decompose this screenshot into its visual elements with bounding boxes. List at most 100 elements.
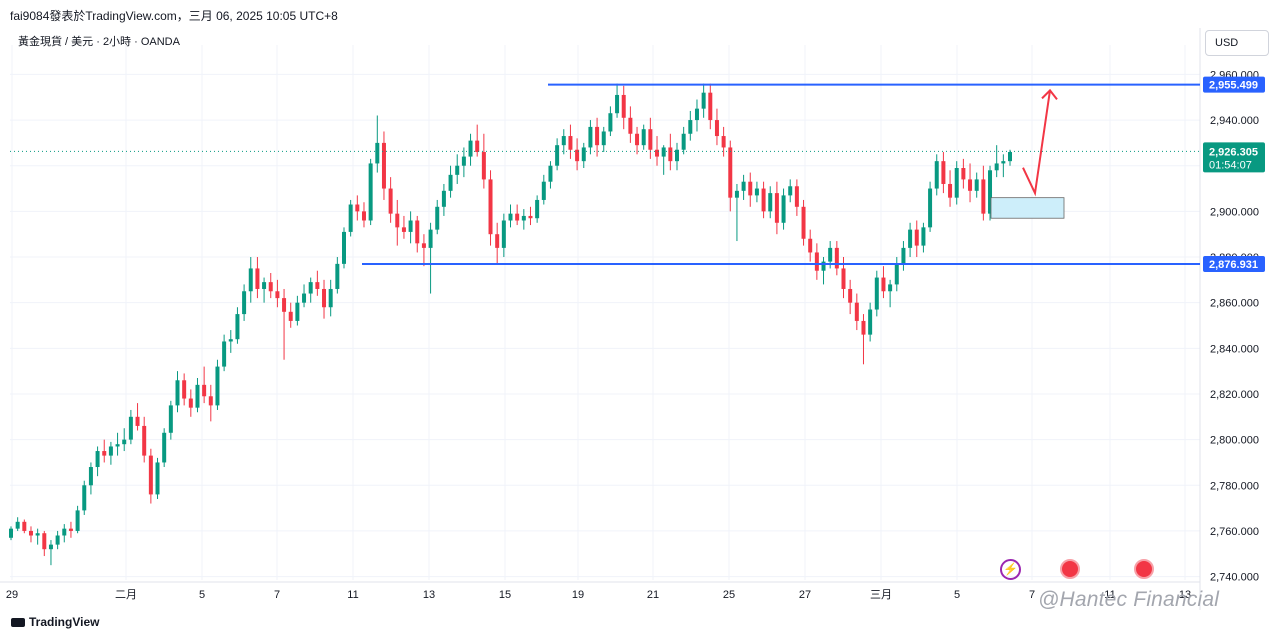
candle-body (248, 268, 253, 292)
candle-body (894, 263, 899, 285)
candle-body (628, 117, 633, 134)
candle-body (588, 126, 593, 148)
candle-body (801, 206, 806, 239)
y-tick-label: 2,820.000 (1210, 389, 1259, 401)
x-tick-label: 19 (572, 589, 584, 601)
candle-body (575, 149, 580, 162)
candle-body (481, 152, 486, 180)
candle-body (661, 147, 666, 157)
candle-body (142, 425, 147, 456)
current-price-tag (1203, 142, 1265, 173)
candle-body (75, 510, 80, 531)
candle-body (28, 530, 33, 536)
candle-body (282, 298, 287, 312)
x-tick-label: 5 (199, 589, 205, 601)
candle-body (821, 261, 826, 271)
candle-body (535, 199, 540, 219)
candle-body (675, 149, 679, 162)
candle-body (361, 211, 366, 221)
tradingview-logo[interactable]: TradingView (11, 615, 99, 629)
candle-body (921, 227, 926, 246)
level-price-label: 2,955.499 (1209, 80, 1258, 92)
candle-body (182, 380, 187, 399)
x-tick-label: 27 (799, 589, 811, 601)
candle-body (741, 181, 746, 191)
candle-body (328, 288, 333, 308)
x-tick-label: 21 (647, 589, 659, 601)
candle-body (608, 113, 613, 132)
candle-body (701, 92, 706, 109)
candle-body (308, 282, 313, 294)
candle-body (395, 213, 400, 228)
candle-body (874, 277, 879, 310)
candle-body (348, 204, 353, 232)
candle-body (561, 136, 566, 146)
x-tick-label: 11 (1104, 589, 1115, 601)
candle-body (541, 181, 546, 200)
candle-body (428, 229, 433, 248)
candle-body (435, 206, 440, 230)
candle-body (881, 277, 886, 292)
candle-body (128, 416, 133, 440)
y-tick-label: 2,800.000 (1210, 435, 1259, 447)
candle-body (888, 284, 893, 292)
candle-body (941, 161, 946, 184)
candle-body (721, 136, 726, 148)
us-flag-icon[interactable] (1060, 559, 1080, 579)
x-tick-label: 29 (6, 589, 18, 601)
x-tick-label: 三月 (870, 589, 892, 601)
candle-body (55, 535, 60, 545)
candle-body (228, 339, 233, 342)
candle-body (668, 147, 673, 162)
candle-body (948, 183, 953, 198)
candle-body (441, 190, 446, 207)
candle-body (322, 288, 327, 308)
candle-body (48, 544, 53, 550)
candle-body (681, 133, 686, 150)
level-price-tag (1203, 76, 1265, 93)
symbol-info[interactable]: 黃金現貨 / 美元 · 2小時 · OANDA (18, 36, 180, 48)
candle-body (968, 179, 973, 191)
us-flag-icon[interactable] (1134, 559, 1154, 579)
candle-body (641, 129, 646, 146)
level-price-label: 2,876.931 (1209, 259, 1258, 271)
candle-body (455, 165, 460, 175)
candle-body (954, 168, 959, 198)
candle-body (615, 94, 620, 114)
candle-body (734, 190, 739, 198)
candle-body (408, 220, 413, 232)
candle-body (202, 384, 207, 397)
candle-body (215, 366, 220, 406)
candle-body (102, 451, 107, 456)
candle-body (908, 229, 913, 248)
candle-body (315, 282, 320, 289)
lightning-icon[interactable]: ⚡ (1000, 559, 1021, 580)
candle-body (928, 188, 933, 228)
candle-body (122, 439, 127, 445)
projection-arrow-head (1041, 88, 1058, 101)
candle-body (854, 302, 859, 321)
candle-body (388, 188, 393, 214)
countdown-label: 01:54:07 (1209, 159, 1252, 171)
candle-body (155, 462, 160, 495)
candle-body (242, 291, 247, 315)
candle-body (475, 140, 480, 153)
candle-body (275, 291, 280, 299)
candle-body (115, 444, 120, 447)
y-tick-label: 2,780.000 (1210, 480, 1259, 492)
candle-body (988, 170, 993, 214)
candle-body (262, 282, 267, 289)
candle-body (934, 161, 939, 189)
candle-body (468, 140, 473, 157)
candle-body (521, 215, 526, 221)
currency-selector[interactable]: USD (1205, 30, 1269, 56)
candle-body (82, 485, 87, 511)
candle-body (994, 163, 999, 171)
candle-body (981, 179, 986, 214)
candle-body (175, 380, 180, 406)
candle-body (581, 147, 586, 162)
candle-body (601, 131, 606, 146)
y-tick-label: 2,740.000 (1210, 572, 1259, 584)
x-tick-label: 二月 (115, 589, 137, 601)
